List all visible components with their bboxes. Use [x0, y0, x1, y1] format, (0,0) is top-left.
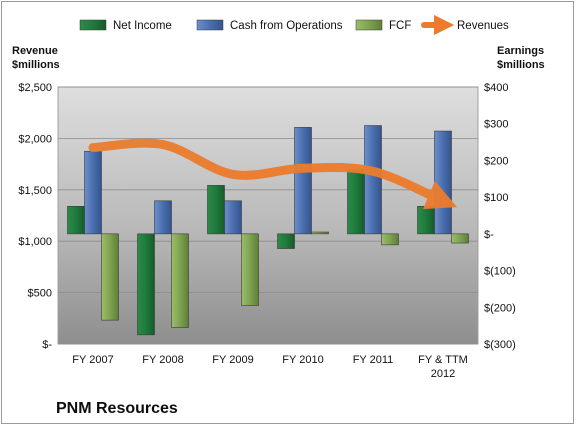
left-tick-label: $2,500 [18, 82, 52, 94]
right-tick-label: $300 [484, 119, 508, 131]
legend-swatch-fcf [355, 19, 383, 31]
bar-net-income [137, 233, 155, 336]
bar-net-income [67, 206, 85, 235]
x-tick-label: FY 2008 [142, 354, 183, 366]
bar-fcf [451, 233, 469, 244]
legend-label-net-income: Net Income [113, 20, 172, 32]
bar-cash-from-operations [434, 130, 452, 235]
right-tick-label: $(300) [484, 339, 516, 351]
bar-cash-from-operations [294, 127, 312, 235]
right-tick-label: $200 [484, 155, 508, 167]
revenue-line [88, 138, 458, 210]
bar-cash-from-operations [84, 150, 102, 235]
x-tick-label: FY 2010 [282, 354, 323, 366]
x-tick-label: FY 2011 [353, 354, 394, 366]
x-axis-ticks: FY 2007 FY 2008 FY 2009 FY 2010 FY 2011 FY & … [72, 354, 468, 380]
left-tick-label: $2,000 [18, 133, 52, 145]
right-tick-label: $(100) [484, 266, 516, 278]
left-axis-title-line2: $millions [12, 59, 60, 71]
legend-swatch-net-income [79, 19, 107, 31]
left-tick-label: $1,500 [18, 185, 52, 197]
legend-label-cash-from-operations: Cash from Operations [230, 20, 343, 32]
left-tick-label: $500 [28, 288, 52, 300]
legend: Net Income Cash from Operations FCF Revenue… [79, 14, 509, 36]
bar-net-income [277, 233, 295, 249]
x-tick-label: FY & TTM 2012 [418, 354, 468, 380]
company-name: PNM Resources [56, 400, 178, 417]
bar-net-income [207, 185, 225, 235]
right-tick-label: $- [484, 229, 494, 241]
legend-label-fcf: FCF [389, 20, 411, 32]
legend-label-revenues: Revenues [457, 20, 509, 32]
right-axis-title-line1: Earnings [497, 45, 544, 57]
right-tick-label: $400 [484, 82, 508, 94]
right-axis-title-line2: $millions [497, 59, 545, 71]
plot-area [57, 86, 479, 345]
left-axis-ticks: $- $500 $1,000 $1,500 $2,000 $2,500 [18, 82, 52, 351]
legend-swatch-cash-from-operations [196, 19, 224, 31]
bar-cash-from-operations [364, 125, 382, 235]
left-tick-label: $1,000 [18, 236, 52, 248]
bar-net-income [417, 206, 435, 235]
right-tick-label: $100 [484, 192, 508, 204]
x-tick-label: FY 2007 [72, 354, 113, 366]
bar-fcf [241, 233, 259, 306]
bar-fcf [101, 233, 119, 321]
bar-fcf [171, 233, 189, 328]
left-axis-title-line1: Revenue [12, 45, 58, 57]
gridlines [58, 86, 478, 345]
bar-fcf [311, 231, 329, 235]
bar-net-income [347, 169, 365, 235]
right-tick-label: $(200) [484, 302, 516, 314]
bar-cash-from-operations [154, 200, 172, 235]
revenue-curve [88, 138, 458, 210]
x-tick-label: FY 2009 [212, 354, 253, 366]
bar-fcf [381, 233, 399, 246]
left-tick-label: $- [42, 339, 52, 351]
right-axis-ticks: $(300) $(200) $(100) $- $100 $200 $300 $400 [484, 82, 516, 351]
bar-cash-from-operations [224, 200, 242, 235]
